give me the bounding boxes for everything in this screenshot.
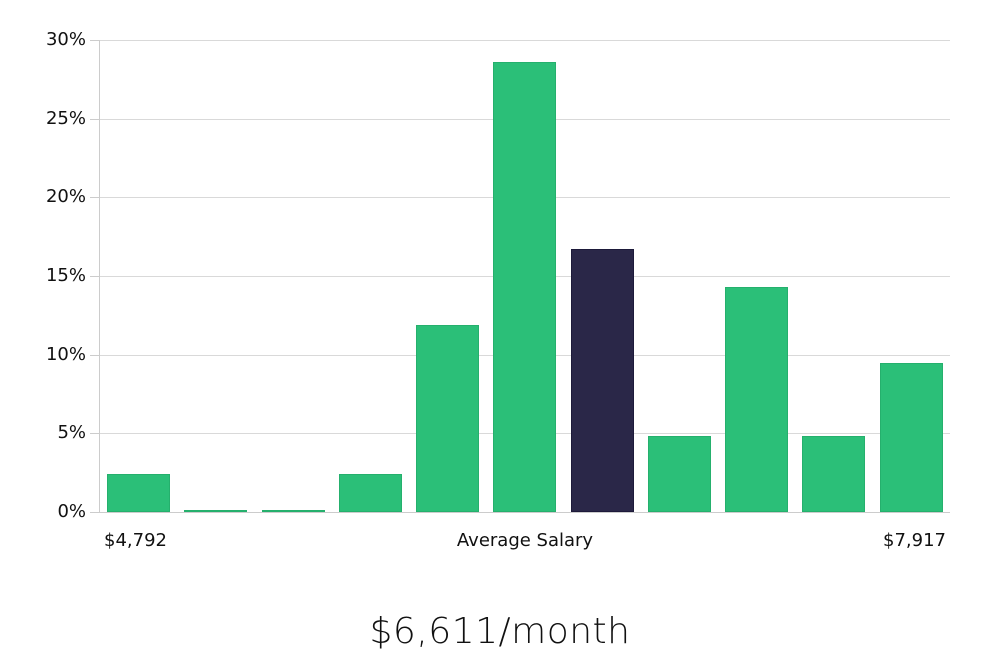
histogram-bar bbox=[493, 62, 556, 512]
y-tick-label: 15% bbox=[45, 265, 86, 286]
histogram-bar bbox=[339, 474, 402, 512]
y-tick-mark bbox=[90, 197, 100, 198]
histogram-bar bbox=[107, 474, 170, 512]
histogram-bar bbox=[416, 325, 479, 512]
histogram-bar bbox=[184, 510, 247, 512]
y-tick-label: 20% bbox=[45, 186, 86, 207]
y-tick-mark bbox=[90, 276, 100, 277]
gridline bbox=[100, 512, 950, 513]
histogram-bar-average bbox=[571, 249, 634, 512]
y-tick-mark bbox=[90, 355, 100, 356]
y-tick-label: 5% bbox=[57, 422, 86, 443]
y-tick-mark bbox=[90, 40, 100, 41]
histogram-bar bbox=[802, 436, 865, 512]
y-tick-label: 10% bbox=[45, 344, 86, 365]
histogram-bar bbox=[648, 436, 711, 512]
histogram-bar bbox=[880, 363, 943, 512]
y-tick-mark bbox=[90, 512, 100, 513]
histogram-bar bbox=[725, 287, 788, 512]
y-tick-label: 25% bbox=[45, 108, 86, 129]
y-tick-label: 30% bbox=[45, 29, 86, 50]
x-min-label: $4,792 bbox=[104, 530, 167, 551]
y-tick-mark bbox=[90, 119, 100, 120]
gridline bbox=[100, 40, 950, 41]
average-salary-summary: $6,611/month bbox=[369, 611, 631, 652]
x-axis-title: Average Salary bbox=[456, 530, 594, 551]
x-max-label: $7,917 bbox=[883, 530, 946, 551]
salary-histogram: 0% 5% 10% 15% 20% 25% 30% bbox=[45, 29, 950, 522]
y-tick-label: 0% bbox=[57, 501, 86, 522]
histogram-bar bbox=[262, 510, 325, 512]
y-tick-mark bbox=[90, 433, 100, 434]
